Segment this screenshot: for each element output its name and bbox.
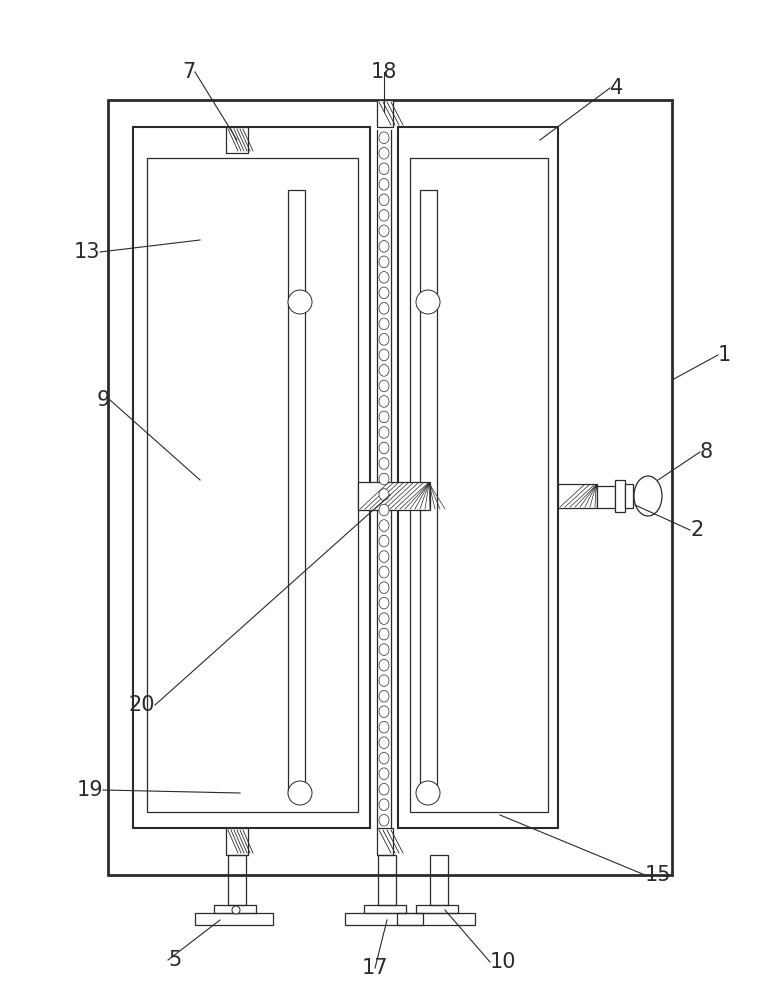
- Bar: [377, 828, 393, 855]
- Bar: [377, 100, 393, 127]
- Bar: [378, 855, 396, 905]
- Ellipse shape: [379, 163, 389, 175]
- Ellipse shape: [379, 303, 389, 314]
- Text: 4: 4: [610, 78, 623, 98]
- Ellipse shape: [379, 489, 389, 500]
- Ellipse shape: [379, 194, 389, 206]
- Ellipse shape: [379, 178, 389, 190]
- Circle shape: [416, 781, 440, 805]
- Ellipse shape: [379, 287, 389, 299]
- Circle shape: [416, 290, 440, 314]
- Bar: [226, 828, 248, 855]
- Ellipse shape: [379, 256, 389, 268]
- Ellipse shape: [379, 752, 389, 764]
- Ellipse shape: [379, 706, 389, 717]
- Ellipse shape: [379, 225, 389, 237]
- Ellipse shape: [379, 520, 389, 531]
- Bar: [358, 482, 430, 510]
- Ellipse shape: [379, 318, 389, 330]
- Ellipse shape: [379, 427, 389, 438]
- Bar: [345, 913, 423, 925]
- Text: 9: 9: [97, 390, 110, 410]
- Ellipse shape: [379, 768, 389, 780]
- Text: 2: 2: [690, 520, 703, 540]
- Ellipse shape: [379, 628, 389, 640]
- Ellipse shape: [379, 147, 389, 159]
- Text: 17: 17: [362, 958, 388, 978]
- Bar: [398, 127, 558, 828]
- Bar: [397, 913, 475, 925]
- Ellipse shape: [379, 644, 389, 655]
- Ellipse shape: [379, 582, 389, 593]
- Text: 10: 10: [490, 952, 516, 972]
- Bar: [410, 158, 548, 812]
- Ellipse shape: [379, 566, 389, 578]
- Ellipse shape: [379, 132, 389, 144]
- Text: 1: 1: [718, 345, 731, 365]
- Bar: [420, 190, 437, 795]
- Text: 20: 20: [129, 695, 155, 715]
- Circle shape: [288, 290, 312, 314]
- Ellipse shape: [379, 334, 389, 345]
- Text: 15: 15: [645, 865, 672, 885]
- Text: 7: 7: [182, 62, 195, 82]
- Ellipse shape: [379, 458, 389, 469]
- Ellipse shape: [379, 442, 389, 454]
- Bar: [558, 484, 597, 508]
- Ellipse shape: [379, 272, 389, 283]
- Bar: [228, 855, 246, 905]
- Ellipse shape: [379, 597, 389, 609]
- Bar: [416, 905, 458, 913]
- Ellipse shape: [379, 473, 389, 485]
- Ellipse shape: [379, 504, 389, 516]
- Bar: [288, 190, 305, 795]
- Ellipse shape: [379, 349, 389, 361]
- Bar: [147, 158, 358, 812]
- Text: 19: 19: [77, 780, 103, 800]
- Ellipse shape: [379, 551, 389, 562]
- Bar: [625, 484, 633, 508]
- Bar: [364, 905, 406, 913]
- Ellipse shape: [379, 396, 389, 407]
- Ellipse shape: [379, 613, 389, 624]
- Ellipse shape: [379, 241, 389, 252]
- Ellipse shape: [379, 380, 389, 392]
- Circle shape: [232, 906, 240, 914]
- Ellipse shape: [379, 814, 389, 826]
- Bar: [597, 486, 615, 508]
- Bar: [195, 913, 273, 925]
- Ellipse shape: [379, 365, 389, 376]
- Ellipse shape: [379, 799, 389, 811]
- Ellipse shape: [379, 659, 389, 671]
- Ellipse shape: [379, 737, 389, 749]
- Text: 5: 5: [168, 950, 181, 970]
- Bar: [214, 905, 256, 913]
- Ellipse shape: [379, 721, 389, 733]
- Ellipse shape: [379, 411, 389, 423]
- Ellipse shape: [379, 675, 389, 686]
- Ellipse shape: [634, 476, 662, 516]
- Bar: [430, 855, 448, 905]
- Text: 18: 18: [371, 62, 398, 82]
- Bar: [226, 127, 248, 153]
- Bar: [615, 480, 625, 512]
- Ellipse shape: [379, 535, 389, 547]
- Bar: [133, 127, 370, 828]
- Circle shape: [288, 781, 312, 805]
- Ellipse shape: [379, 690, 389, 702]
- Ellipse shape: [379, 209, 389, 221]
- Text: 13: 13: [73, 242, 100, 262]
- Text: 8: 8: [700, 442, 713, 462]
- Bar: [108, 100, 672, 875]
- Ellipse shape: [379, 783, 389, 795]
